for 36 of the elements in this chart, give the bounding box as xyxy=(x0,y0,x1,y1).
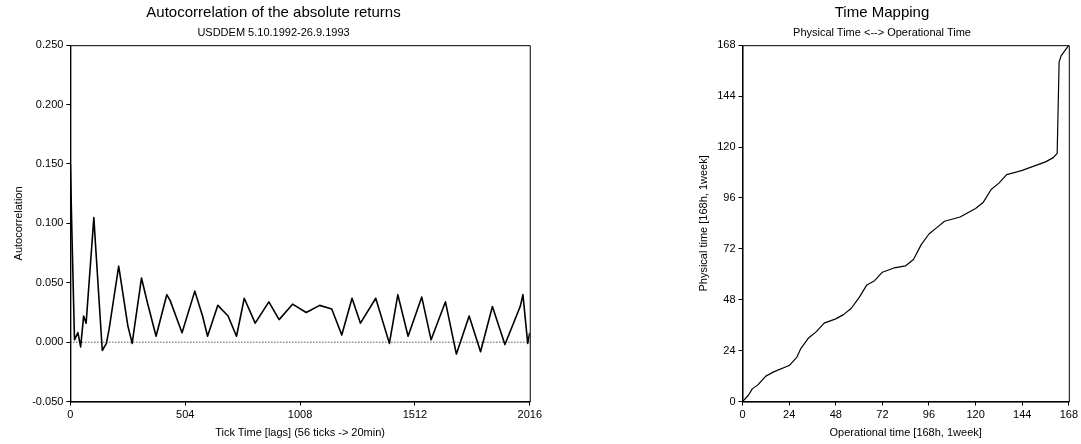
chart-subtitle: USDDEM 5.10.1992-26.9.1993 xyxy=(197,25,350,38)
y-tick-label: 0.250 xyxy=(35,38,64,51)
x-tick-label: 72 xyxy=(876,408,889,421)
x-axis-title: Operational time [168h, 1week] xyxy=(829,426,982,439)
y-tick-label: 144 xyxy=(717,89,736,102)
y-tick-label: -0.050 xyxy=(32,394,64,407)
x-tick-label: 1008 xyxy=(287,408,313,421)
y-axis-title: Autocorrelation xyxy=(11,186,24,261)
x-tick-label: 24 xyxy=(783,408,796,421)
y-tick-label: 120 xyxy=(717,140,736,153)
y-tick-label: 168 xyxy=(717,38,736,51)
y-axis-title: Physical time [168h, 1week] xyxy=(696,155,709,292)
x-tick-label: 0 xyxy=(67,408,74,421)
x-tick-label: 504 xyxy=(176,408,195,421)
x-tick-label: 168 xyxy=(1059,408,1078,421)
x-tick-label: 0 xyxy=(739,408,746,421)
y-tick-label: 0.050 xyxy=(35,275,64,288)
x-tick-label: 144 xyxy=(1013,408,1032,421)
y-tick-label: 24 xyxy=(723,343,736,356)
y-tick-label: 0.200 xyxy=(35,97,64,110)
y-tick-label: 0 xyxy=(729,394,736,407)
y-tick-label: 96 xyxy=(723,190,736,203)
y-tick-label: 0.000 xyxy=(35,335,64,348)
x-tick-label: 96 xyxy=(922,408,936,421)
y-tick-label: 48 xyxy=(723,292,736,305)
y-tick-label: 0.100 xyxy=(35,216,64,229)
x-tick-label: 120 xyxy=(966,408,985,421)
y-tick-label: 72 xyxy=(723,241,736,254)
chart-title: Time Mapping xyxy=(834,3,930,21)
x-tick-label: 48 xyxy=(829,408,842,421)
x-tick-label: 2016 xyxy=(517,408,543,421)
y-tick-label: 0.150 xyxy=(35,157,64,170)
chart-title: Autocorrelation of the absolute returns xyxy=(146,3,401,21)
x-tick-label: 1512 xyxy=(402,408,428,421)
x-axis-title: Tick Time [lags] (56 ticks -> 20min) xyxy=(215,426,385,439)
chart-subtitle: Physical Time <--> Operational Time xyxy=(793,25,971,38)
